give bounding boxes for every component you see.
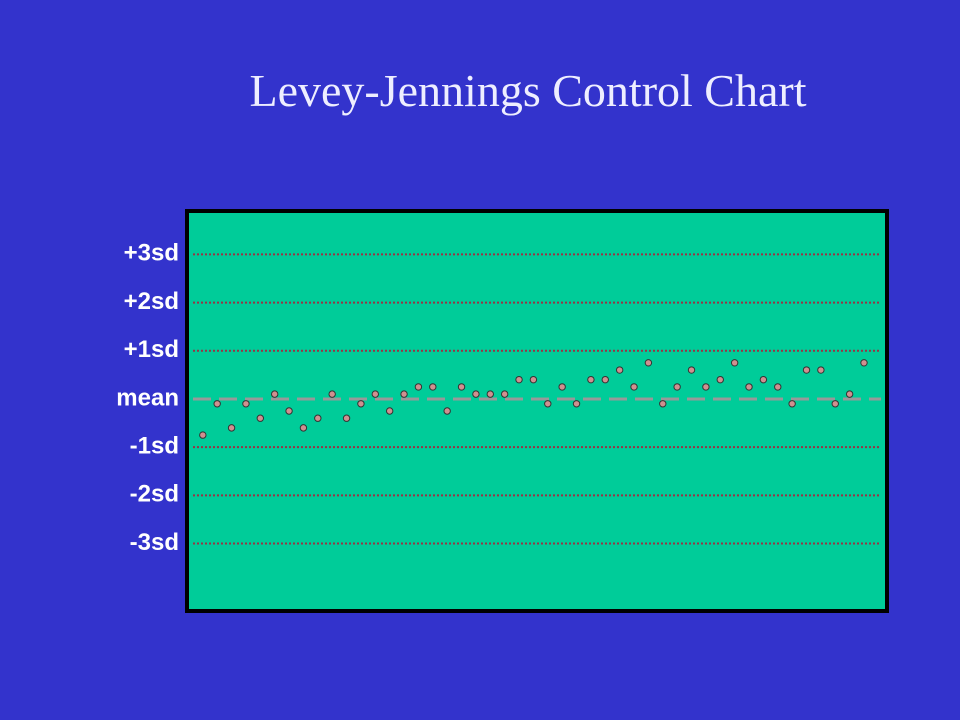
- data-point: [673, 383, 681, 391]
- data-point: [357, 400, 365, 408]
- data-point: [687, 366, 696, 374]
- data-point: [845, 390, 854, 398]
- data-point: [587, 375, 595, 384]
- data-point: [831, 400, 839, 408]
- data-point: [529, 375, 538, 384]
- data-point: [788, 400, 796, 408]
- data-point: [429, 383, 437, 391]
- y-tick-label: -3sd: [130, 529, 179, 556]
- data-point: [615, 366, 624, 374]
- data-point: [270, 390, 279, 398]
- y-tick-label: +3sd: [124, 240, 179, 267]
- data-point: [515, 375, 523, 384]
- data-point: [630, 383, 638, 391]
- data-point: [558, 383, 566, 391]
- chart-title: Levey-Jennings Control Chart: [249, 65, 806, 116]
- data-point: [472, 390, 480, 398]
- data-point: [802, 366, 811, 374]
- data-point: [213, 400, 221, 408]
- data-point: [256, 414, 265, 422]
- data-point: [443, 407, 451, 415]
- data-point: [400, 390, 408, 398]
- data-point: [486, 390, 494, 398]
- data-point: [371, 390, 379, 398]
- data-point: [457, 383, 466, 391]
- data-point: [299, 424, 308, 432]
- y-tick-label: -1sd: [130, 432, 179, 459]
- data-point: [314, 414, 322, 422]
- data-point: [860, 359, 868, 367]
- data-point: [572, 400, 581, 408]
- data-point: [227, 424, 236, 432]
- data-point: [385, 407, 394, 415]
- data-point: [500, 390, 509, 398]
- y-tick-label: mean: [116, 384, 179, 411]
- data-point: [774, 383, 782, 391]
- data-point: [702, 383, 710, 391]
- y-tick-label: -2sd: [130, 481, 179, 508]
- data-point: [285, 407, 293, 415]
- data-point: [601, 375, 609, 384]
- y-tick-label: +2sd: [124, 288, 179, 315]
- data-point: [730, 359, 739, 367]
- data-point: [716, 375, 724, 384]
- data-point: [817, 366, 825, 374]
- data-point: [745, 383, 753, 391]
- data-point: [544, 400, 552, 408]
- data-point: [342, 414, 351, 422]
- y-tick-label: +1sd: [124, 336, 179, 363]
- data-point: [328, 390, 336, 398]
- data-point: [759, 375, 768, 384]
- data-point: [659, 400, 667, 408]
- data-point: [414, 383, 423, 391]
- data-point: [644, 359, 653, 367]
- data-point: [199, 431, 207, 439]
- data-point: [242, 400, 250, 408]
